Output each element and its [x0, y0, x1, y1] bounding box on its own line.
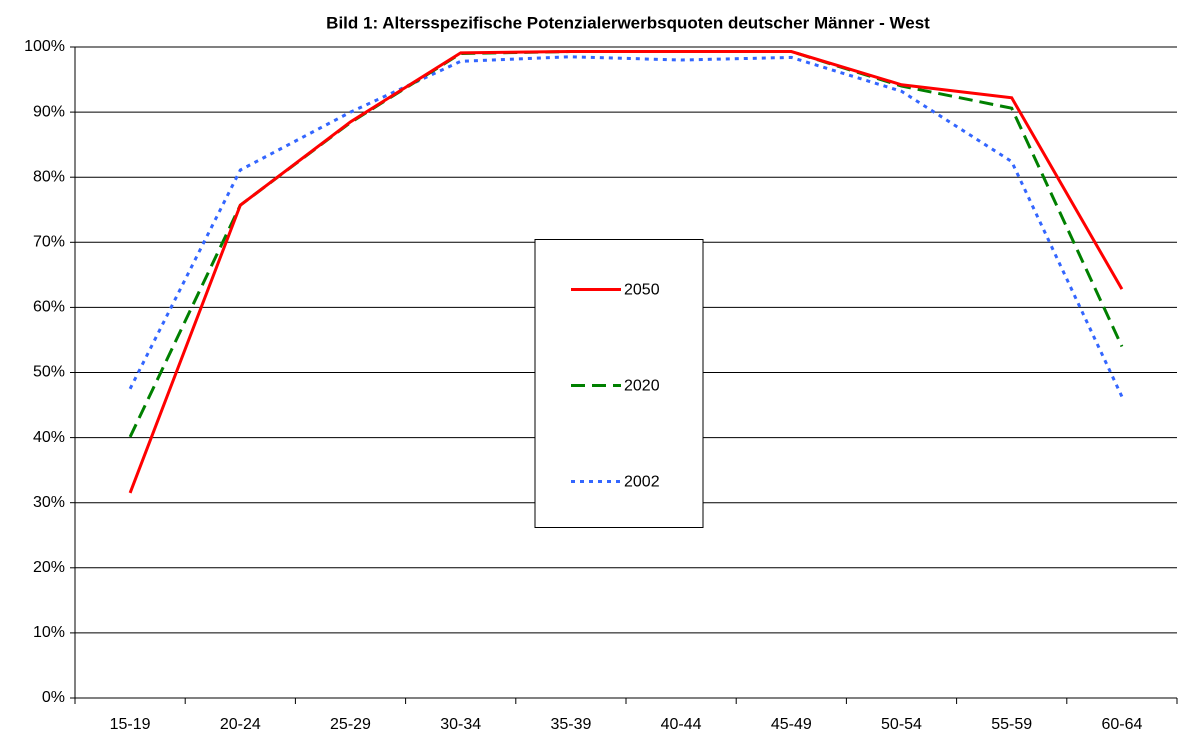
legend: 2050 2020 2002: [534, 239, 704, 528]
x-tick-label: 50-54: [881, 716, 922, 733]
y-tick-label: 90%: [33, 103, 65, 120]
line-series: [128, 55, 1124, 398]
y-tick-label: 40%: [33, 429, 65, 446]
y-tick-label: 10%: [33, 624, 65, 641]
x-tick-label: 35-39: [550, 716, 591, 733]
x-tick-label: 45-49: [771, 716, 812, 733]
y-tick-label: 70%: [33, 234, 65, 251]
y-tick-label: 80%: [33, 168, 65, 185]
y-tick-label: 100%: [24, 38, 65, 55]
x-tick-label: 30-34: [440, 716, 481, 733]
chart-title: Bild 1: Altersspezifische Potenzialerwer…: [326, 13, 930, 32]
legend-box: [534, 239, 704, 528]
y-tick-label: 20%: [33, 559, 65, 576]
legend-label: 2020: [624, 378, 660, 395]
legend-label: 2002: [624, 474, 660, 491]
legend-label: 2050: [624, 282, 660, 299]
x-tick-label: 40-44: [661, 716, 702, 733]
x-tick-label: 20-24: [220, 716, 261, 733]
y-tick-label: 50%: [33, 364, 65, 381]
y-tick-label: 0%: [42, 689, 65, 706]
y-tick-label: 60%: [33, 299, 65, 316]
x-tick-label: 55-59: [991, 716, 1032, 733]
x-tick-label: 25-29: [330, 716, 371, 733]
x-tick-label: 60-64: [1101, 716, 1142, 733]
x-tick-label: 15-19: [110, 716, 151, 733]
y-tick-label: 30%: [33, 494, 65, 511]
line-series: [128, 50, 1124, 494]
